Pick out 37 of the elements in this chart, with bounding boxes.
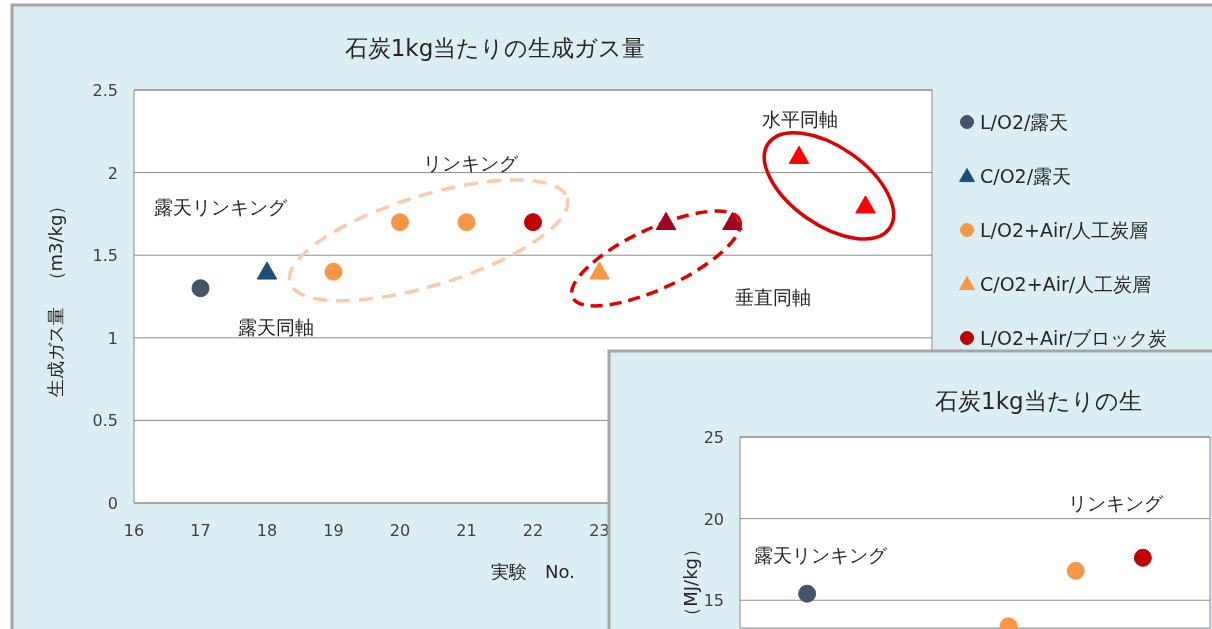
point [655,211,677,230]
point [457,213,476,232]
x-tick-label: 19 [323,521,344,540]
point [722,211,743,230]
annotation: 露天リンキング [753,544,888,566]
point [324,262,343,281]
y-axis-title: （MJ/kg） [680,540,701,625]
x-tick-label: 16 [123,521,145,540]
y-tick-label: 2.5 [92,81,118,100]
chart-title: 石炭1kg当たりの生成ガス量 [344,35,646,61]
x-tick-label: 17 [190,521,211,540]
annotation: 露天リンキング [153,196,288,218]
y-axis-title: 生成ガス量 （m3/kg） [45,196,66,398]
y-tick-label: 0.5 [92,411,118,431]
annotation: 露天同軸 [238,316,314,338]
y-tick-label: 2 [107,163,118,183]
x-tick-label: 21 [456,521,477,540]
point [855,195,876,214]
legend-label: L/O2/露天 [980,111,1069,133]
y-tick-label: 1.5 [92,246,118,266]
annotation: リンキング [1067,492,1164,514]
x-tick-label: 23 [589,521,610,540]
annotation: 水平同軸 [762,108,838,130]
annotation: 垂直同軸 [735,286,811,308]
x-axis-title: 実験 No. [491,561,575,582]
x-tick-label: 20 [389,521,411,540]
legend-label: C/O2/露天 [980,165,1072,187]
y-tick-label: 0 [107,494,118,513]
y-tick-label: 25 [703,428,724,447]
y-tick-label: 15 [703,591,724,611]
annotation: リンキング [422,152,519,174]
chart-title: 石炭1kg当たりの生 [935,388,1142,414]
y-tick-label: 1 [107,328,118,348]
x-tick-label: 18 [256,521,278,540]
point [788,145,810,164]
x-tick-label: 22 [522,521,544,540]
point [391,213,409,232]
